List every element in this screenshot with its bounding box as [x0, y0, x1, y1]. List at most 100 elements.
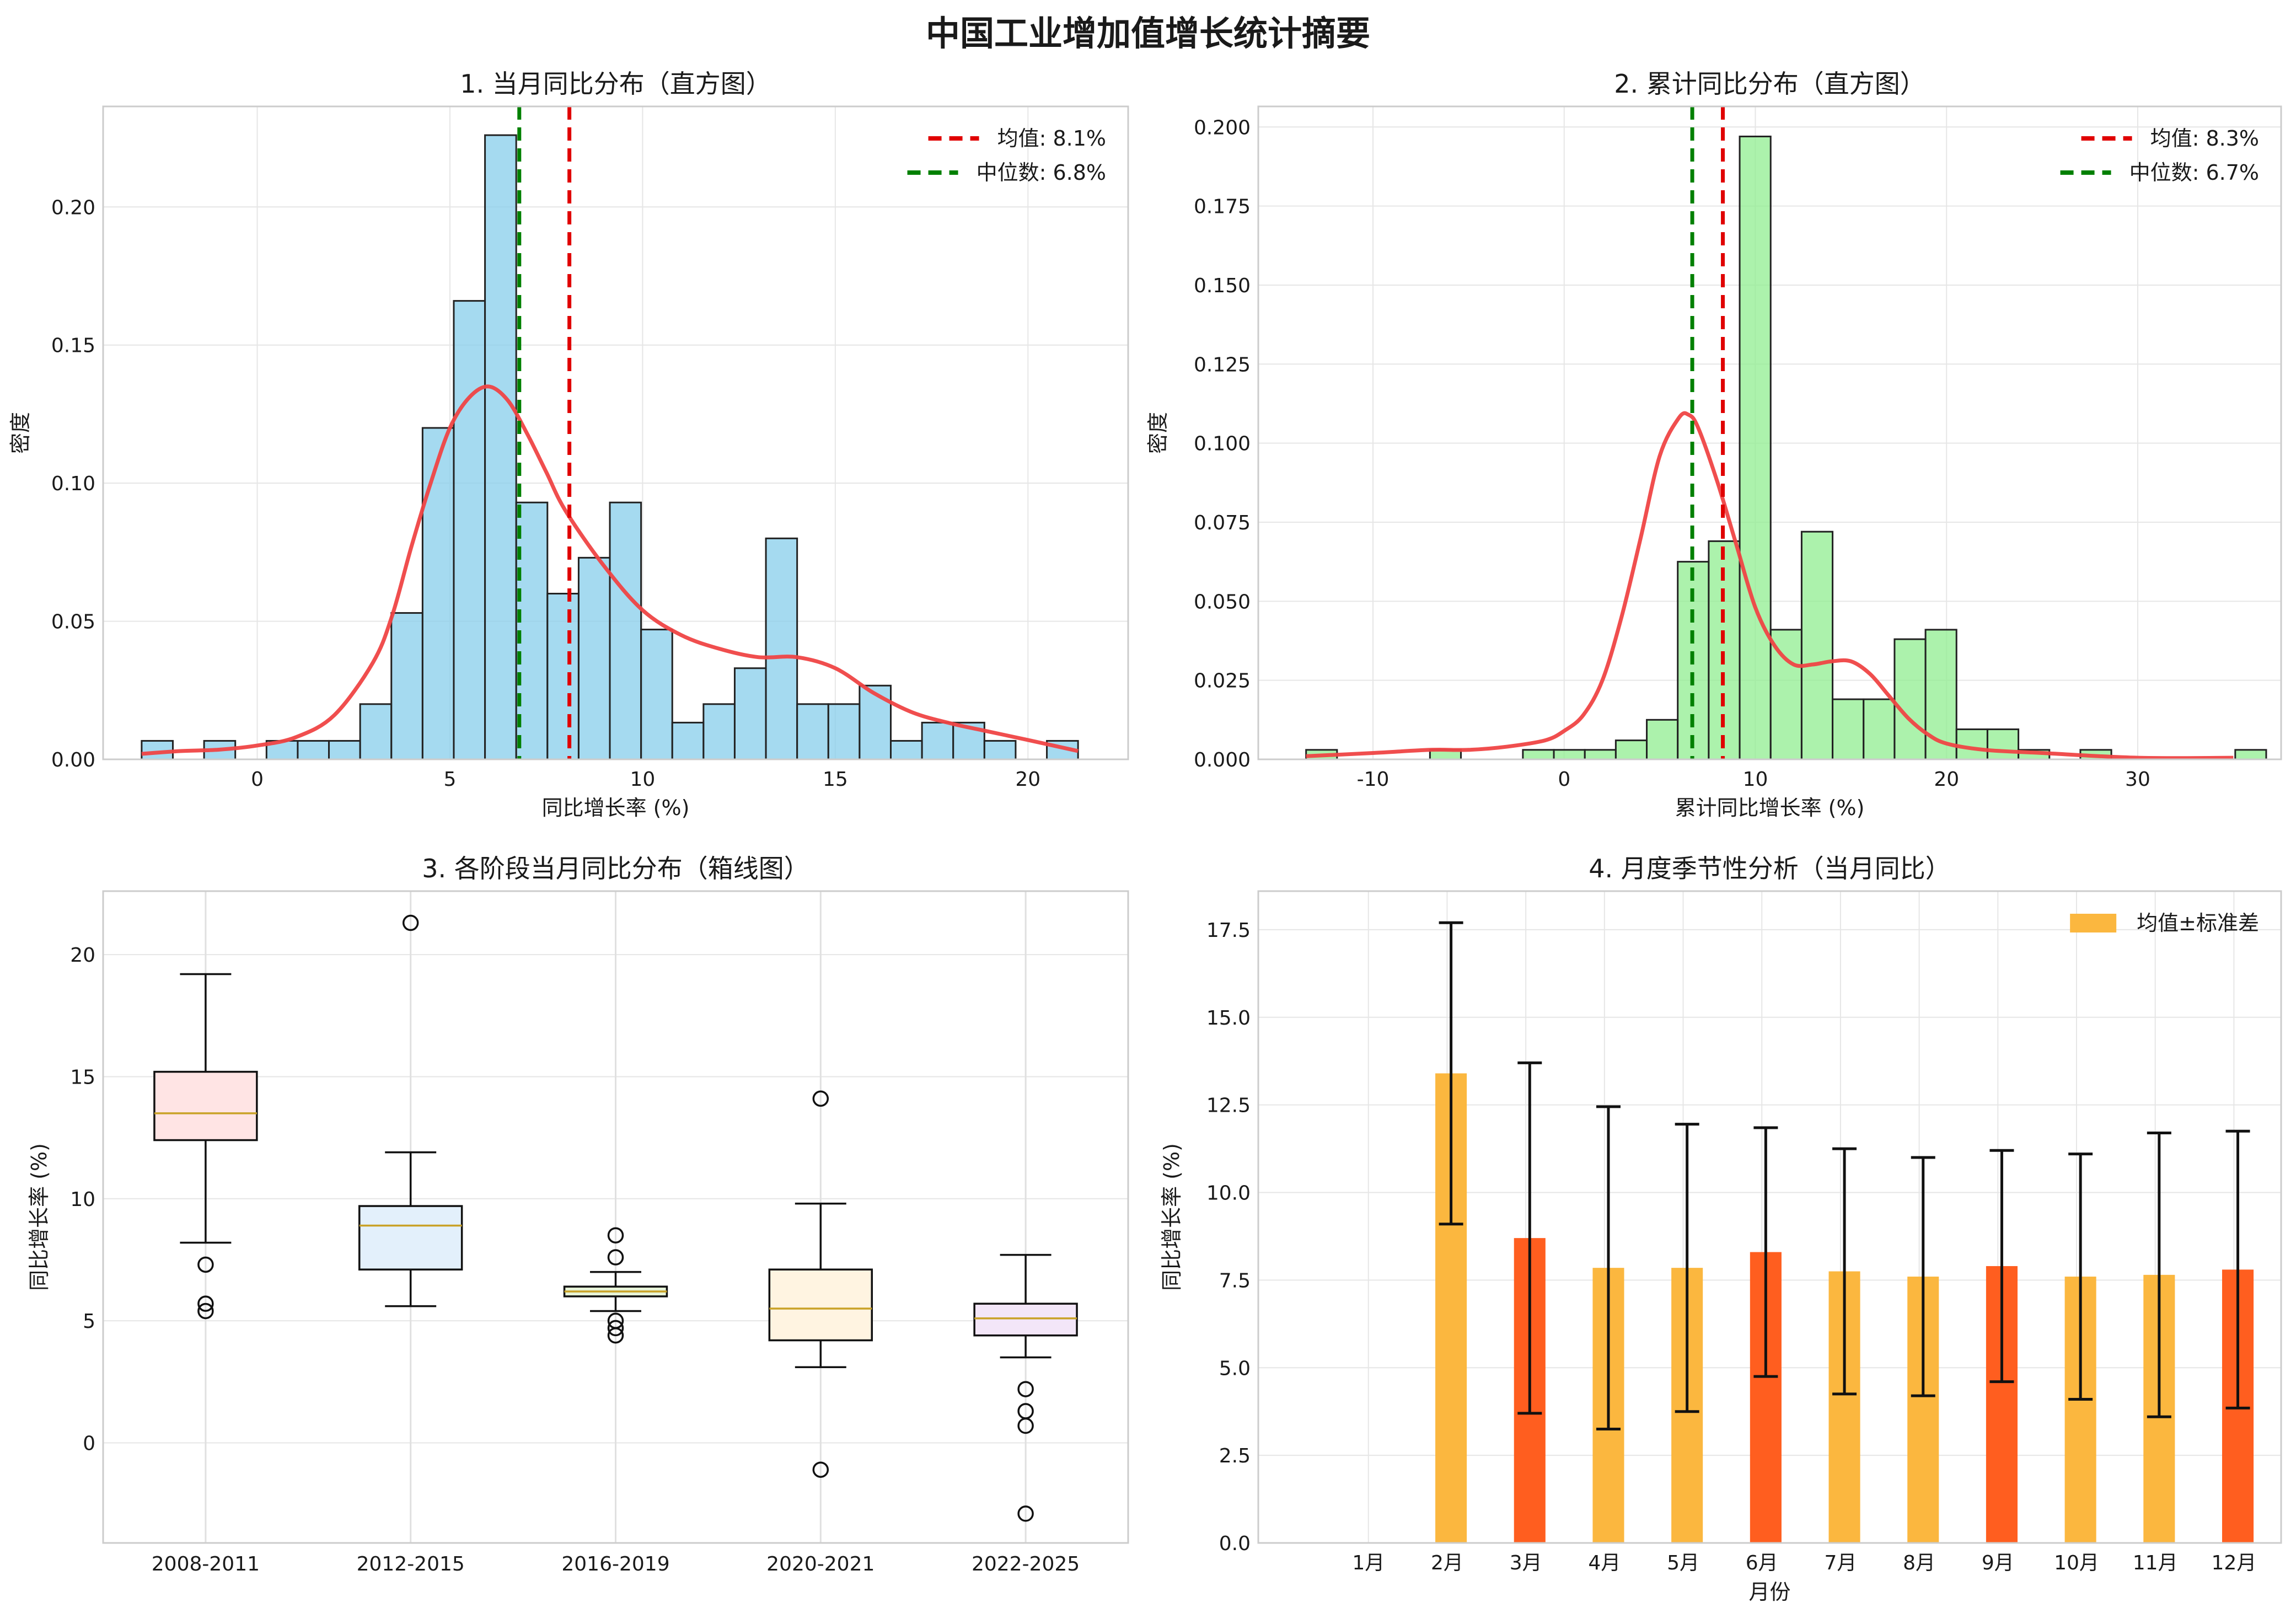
y-tick-label: 0.200 — [1194, 116, 1251, 139]
x-axis-label: 累计同比增长率 (%) — [1675, 796, 1865, 820]
y-tick-label: 0.00 — [51, 749, 95, 771]
panel-stage-boxplot: 0 5 10 15 20 3. 各阶段当月同比分布（箱线图） 同比增长率 (%) 2008-2… — [27, 854, 1129, 1575]
legend-patch-swatch — [2070, 914, 2117, 932]
y-tick-label: 0.10 — [51, 473, 95, 495]
y-tick-label: 20 — [70, 944, 95, 967]
y-tick-label: 0.075 — [1194, 512, 1251, 534]
histogram-bar — [484, 134, 517, 760]
x-tick-label: 10月 — [2054, 1552, 2099, 1574]
y-tick-label: 5 — [83, 1310, 95, 1333]
outlier-point — [197, 1303, 214, 1320]
x-tick-label: 2022-2025 — [972, 1553, 1080, 1575]
legend-label: 中位数: 6.8% — [977, 160, 1106, 185]
histogram-bar — [640, 629, 673, 760]
legend-label: 中位数: 6.7% — [2129, 160, 2259, 185]
y-tick-label: 0.100 — [1194, 433, 1251, 455]
x-axis-label: 月份 — [1748, 1580, 1790, 1604]
y-tick-label: 2.5 — [1219, 1445, 1251, 1467]
outlier-point — [1017, 1381, 1034, 1397]
panel-title: 3. 各阶段当月同比分布（箱线图） — [422, 854, 809, 883]
x-tick-label: -10 — [1357, 768, 1390, 791]
panel-cumulative-histogram: 0.000 0.025 0.050 0.075 0.100 0.125 0.150 0.175… — [1146, 69, 2282, 820]
box — [973, 1303, 1078, 1337]
x-tick-label: 5 — [444, 768, 457, 791]
kde-curve — [1306, 411, 2234, 760]
x-tick-label: 15 — [823, 768, 848, 791]
outlier-point — [812, 1461, 829, 1478]
x-tick-label: 20 — [1934, 768, 1959, 791]
x-tick-label: 0 — [1558, 768, 1570, 791]
x-axis-label: 同比增长率 (%) — [542, 796, 690, 820]
box — [358, 1205, 463, 1271]
histogram-bar — [1955, 728, 1988, 760]
y-tick-label: 0.175 — [1194, 196, 1251, 218]
histogram-bar — [921, 721, 954, 760]
x-tick-label: 1月 — [1352, 1552, 1385, 1574]
y-tick-label: 10.0 — [1206, 1182, 1251, 1205]
histogram-bar — [1739, 135, 1772, 760]
x-tick-label: 2008-2011 — [152, 1553, 260, 1575]
outlier-point — [607, 1227, 624, 1244]
x-tick-label: 6月 — [1746, 1552, 1778, 1574]
histogram-bar — [796, 703, 829, 760]
plot-frame — [102, 890, 1129, 1544]
y-tick-label: 5.0 — [1219, 1357, 1251, 1380]
y-tick-label: 0 — [83, 1432, 95, 1455]
x-tick-label: 2月 — [1431, 1552, 1463, 1574]
histogram-bar — [359, 703, 393, 760]
histogram-bar — [889, 739, 923, 760]
histogram-bar — [702, 703, 736, 760]
histogram-bar — [546, 592, 580, 760]
y-tick-label: 0.15 — [51, 335, 95, 357]
y-tick-label: 7.5 — [1219, 1269, 1251, 1292]
histogram-bar — [390, 612, 423, 760]
histogram-bar — [1584, 749, 1617, 760]
plot-frame — [102, 105, 1129, 760]
histogram-bar — [765, 537, 798, 760]
x-tick-label: 10 — [1743, 768, 1768, 791]
x-tick-label: 7月 — [1824, 1552, 1857, 1574]
histogram-bar — [328, 739, 361, 760]
x-tick-label: 4月 — [1588, 1552, 1621, 1574]
x-tick-label: 12月 — [2211, 1552, 2256, 1574]
x-tick-label: 11月 — [2133, 1552, 2178, 1574]
plot-frame — [1257, 890, 2282, 1544]
outlier-point — [197, 1295, 214, 1312]
y-tick-label: 0.150 — [1194, 275, 1251, 297]
histogram-bar — [671, 721, 705, 760]
y-axis-label: 同比增长率 (%) — [1160, 1143, 1184, 1291]
histogram-bar — [1522, 749, 1555, 760]
x-tick-label: 2012-2015 — [357, 1553, 465, 1575]
box — [153, 1070, 258, 1141]
histogram-bar — [1893, 638, 1927, 760]
histogram-bar — [609, 501, 642, 760]
outlier-point — [1017, 1417, 1034, 1434]
legend-label: 均值: 8.3% — [2150, 126, 2259, 151]
plot-frame — [1257, 105, 2282, 760]
histogram-bar — [983, 739, 1017, 760]
x-tick-label: 0 — [251, 768, 264, 791]
y-tick-label: 0.125 — [1194, 353, 1251, 376]
outlier-point — [402, 914, 419, 931]
histogram-bar — [1646, 719, 1679, 760]
y-tick-label: 0.05 — [51, 611, 95, 634]
panel-title: 4. 月度季节性分析（当月同比） — [1589, 854, 1951, 883]
outlier-point — [607, 1327, 624, 1344]
panel-monthly-histogram: 0.00 0.05 0.10 0.15 0.20 1. 当月同比分布（直方图） 密度同比增长… — [8, 69, 1129, 820]
x-tick-label: 5月 — [1667, 1552, 1699, 1574]
figure-title: 中国工业增加值增长统计摘要 — [926, 13, 1370, 53]
histogram-bar — [1553, 749, 1586, 760]
panel-title: 1. 当月同比分布（直方图） — [460, 69, 771, 99]
panel-monthly-seasonality: 0.0 2.5 5.0 7.5 10.0 12.5 15.0 17.5 4. 月度季节性分析（当… — [1160, 854, 2282, 1604]
x-tick-label: 20 — [1015, 768, 1040, 791]
histogram-bar — [1986, 728, 2020, 760]
legend-label: 均值±标准差 — [2137, 911, 2259, 935]
x-tick-label: 10 — [630, 768, 656, 791]
histogram-bar — [1863, 698, 1896, 760]
outlier-point — [197, 1256, 214, 1273]
x-tick-label: 3月 — [1510, 1552, 1542, 1574]
y-tick-label: 0.20 — [51, 196, 95, 219]
kde-curve — [141, 384, 1079, 756]
y-tick-label: 17.5 — [1206, 919, 1251, 942]
y-tick-label: 0.0 — [1219, 1532, 1251, 1555]
